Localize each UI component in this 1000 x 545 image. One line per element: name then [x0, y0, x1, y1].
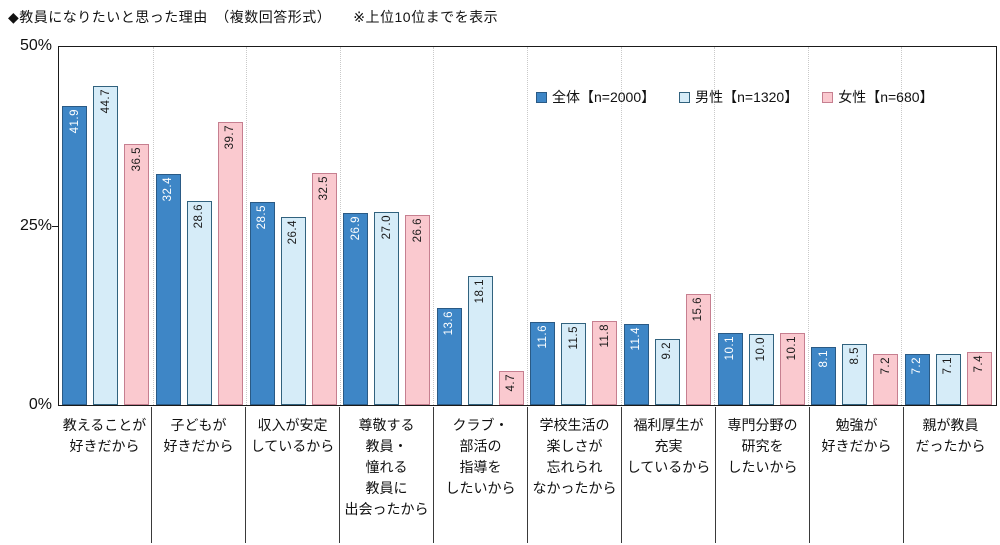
- bar-value-label: 7.2: [879, 356, 892, 375]
- category-label-5: クラブ・ 部活の 指導を したいから: [433, 407, 527, 543]
- legend: 全体【n=2000】 男性【n=1320】 女性【n=680】: [536, 87, 934, 107]
- bar-series3-cat5: [498, 371, 524, 405]
- bar-series3-cat3: [311, 172, 337, 405]
- y-axis-tick-mark-25: [52, 226, 58, 227]
- bar-value-label: 10.1: [724, 335, 736, 361]
- bar-value-label: 7.2: [911, 356, 924, 375]
- category-label-10: 親が教員 だったから: [903, 407, 997, 543]
- bar-value-label: 28.6: [193, 203, 206, 229]
- bar-series2-cat8: [748, 333, 774, 405]
- category-label-1: 教えることが 好きだから: [62, 417, 147, 454]
- legend-label: 男性【n=1320】: [695, 89, 799, 105]
- bar-series1-cat4: [343, 212, 369, 405]
- bar-value-label: 32.4: [162, 176, 175, 202]
- bar-series3-cat6: [592, 320, 618, 405]
- y-axis-tick-label-0: 0%: [28, 396, 52, 413]
- bar-value-label: 8.1: [817, 350, 830, 368]
- bar-value-label: 26.6: [411, 218, 424, 243]
- bar-series1-cat7: [623, 323, 649, 405]
- legend-swatch-icon: [822, 91, 834, 103]
- bar-series1-cat8: [717, 332, 743, 405]
- bar-series3-cat10: [966, 352, 992, 405]
- bar-series2-cat10: [935, 354, 961, 405]
- bar-series3-cat9: [873, 353, 899, 405]
- bar-value-label: 7.4: [973, 355, 986, 373]
- bar-series1-cat9: [811, 347, 837, 405]
- legend-label: 全体【n=2000】: [552, 89, 656, 105]
- bar-series1-cat5: [436, 307, 462, 405]
- bar-series2-cat6: [561, 322, 587, 405]
- category-separator-gridline: [339, 47, 341, 405]
- legend-swatch-icon: [679, 91, 691, 103]
- category-label-7: 福利厚生が 充実 しているから: [621, 407, 715, 543]
- bar-series1-cat2: [155, 173, 181, 405]
- bar-series1-cat6: [530, 322, 556, 405]
- bar-series3-cat8: [779, 332, 805, 405]
- bar-series2-cat9: [842, 344, 868, 405]
- bar-value-label: 28.5: [256, 204, 268, 229]
- bar-value-label: 41.9: [68, 108, 81, 134]
- bar-value-label: 44.7: [99, 88, 112, 114]
- bar-value-label: 18.1: [474, 278, 487, 304]
- category-label-4: 尊敬する 教員・ 憧れる 教員に 出会ったから: [339, 407, 433, 543]
- bar-value-label: 36.5: [130, 147, 143, 172]
- category-label-6: 学校生活の 楽しさが 忘れられ なかったから: [527, 407, 621, 543]
- bar-value-label: 15.6: [692, 296, 705, 321]
- bar-value-label: 11.5: [567, 325, 580, 350]
- category-separator-gridline: [620, 47, 622, 405]
- bar-value-label: 27.0: [380, 215, 393, 240]
- category-separator-gridline: [527, 47, 528, 405]
- legend-item-series1: 全体【n=2000】: [536, 87, 655, 107]
- bar-series2-cat4: [374, 212, 400, 405]
- category-label-3: 収入が安定 しているから: [245, 407, 339, 543]
- bar-value-label: 9.2: [661, 342, 674, 360]
- bar-value-label: 4.7: [505, 374, 518, 392]
- bar-value-label: 32.5: [318, 175, 330, 201]
- bar-series1-cat10: [904, 353, 930, 405]
- bar-value-label: 10.1: [786, 335, 798, 361]
- bar-series2-cat2: [186, 200, 212, 405]
- legend-item-series3: 女性【n=680】: [822, 87, 934, 107]
- legend-swatch-icon: [536, 91, 547, 103]
- plot-area: 41.9 44.7 36.5 32.4 28.6 39.7 28.5 26.4 32.5 26.9…: [58, 46, 997, 406]
- bar-value-label: 10.0: [755, 336, 767, 361]
- bar-series3-cat1: [124, 144, 150, 405]
- category-label-8: 専門分野の 研究を したいから: [715, 407, 809, 543]
- bar-series1-cat3: [249, 201, 275, 405]
- bar-series2-cat1: [93, 85, 119, 405]
- category-separator-gridline: [714, 47, 716, 405]
- legend-label: 女性【n=680】: [838, 89, 934, 105]
- category-separator-gridline: [901, 47, 903, 405]
- bar-series2-cat5: [467, 275, 493, 405]
- bar-value-label: 26.9: [349, 215, 362, 241]
- bar-value-label: 11.8: [598, 323, 611, 348]
- category-separator-gridline: [433, 47, 435, 405]
- category-label-2: 子どもが 好きだから: [151, 407, 245, 543]
- bar-series2-cat3: [280, 216, 306, 405]
- bar-value-label: 8.5: [848, 347, 861, 365]
- y-axis-tick-label-50: 50%: [19, 37, 52, 54]
- bar-series3-cat2: [217, 121, 243, 405]
- bar-series1-cat1: [62, 105, 88, 405]
- x-axis-category-labels: 教えることが 好きだから 子どもが 好きだから 収入が安定 しているから 尊敬する 教…: [58, 407, 997, 543]
- legend-item-series2: 男性【n=1320】: [679, 87, 798, 107]
- bar-value-label: 11.4: [630, 326, 643, 351]
- category-separator-gridline: [807, 47, 809, 405]
- category-separator-gridline: [152, 47, 154, 405]
- category-separator-gridline: [246, 47, 248, 405]
- y-axis-tick-label-25: 25%: [19, 217, 52, 234]
- bar-value-label: 7.1: [942, 357, 955, 375]
- bar-value-label: 11.6: [536, 325, 549, 349]
- category-label-9: 勉強が 好きだから: [809, 407, 903, 543]
- bar-series3-cat7: [685, 293, 711, 405]
- bar-value-label: 39.7: [224, 124, 237, 149]
- bar-series2-cat7: [654, 339, 680, 405]
- bar-value-label: 26.4: [287, 219, 299, 244]
- bar-value-label: 13.6: [443, 310, 456, 336]
- bar-series3-cat4: [405, 215, 431, 405]
- chart-title: ◆教員になりたいと思った理由 （複数回答形式） ※上位10位までを表示: [8, 9, 499, 25]
